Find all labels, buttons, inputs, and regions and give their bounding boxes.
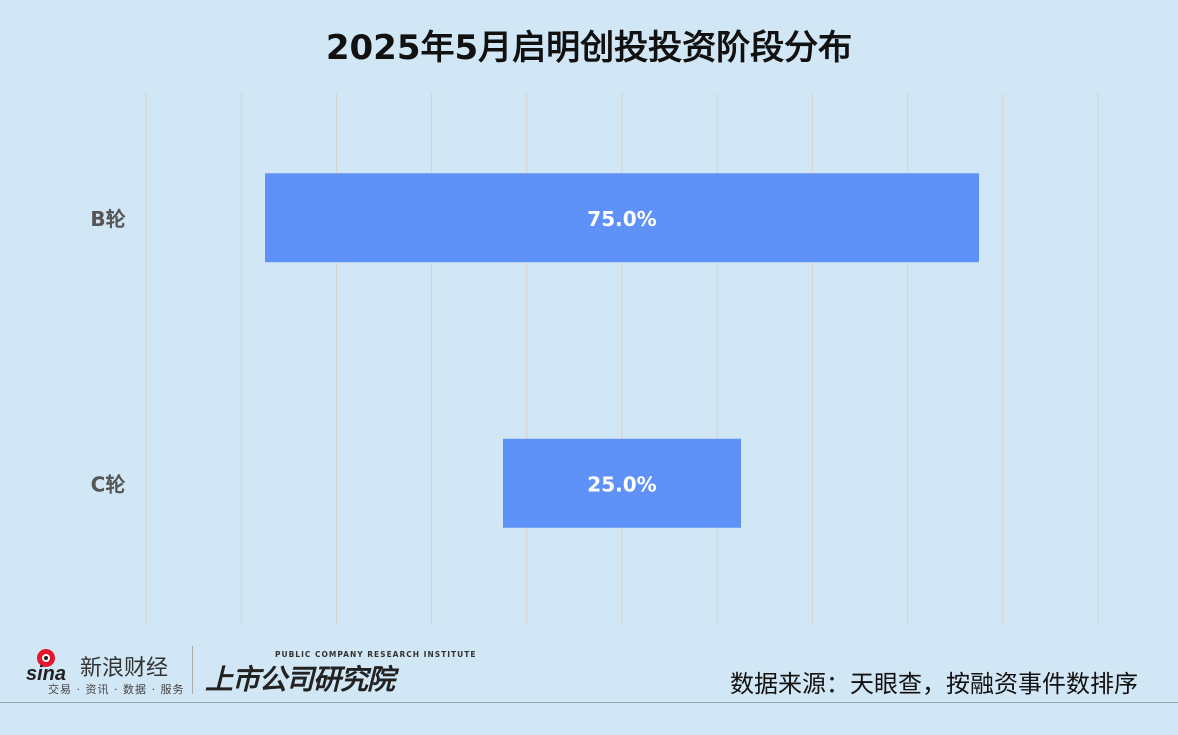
logo-separator xyxy=(192,646,193,694)
sina-tagline: 交易 · 资讯 · 数据 · 服务 xyxy=(48,683,185,696)
sina-finance-name: 新浪财经 xyxy=(80,656,169,681)
institute-english-name: PUBLIC COMPANY RESEARCH INSTITUTE xyxy=(275,650,477,659)
data-label: 25.0% xyxy=(587,472,656,496)
svg-text:sina: sina xyxy=(26,663,66,685)
footer-divider xyxy=(0,702,1178,703)
data-label: 75.0% xyxy=(587,207,656,231)
sina-logo: sina xyxy=(26,649,66,685)
bar xyxy=(503,438,741,528)
data-source-note: 数据来源：天眼查，按融资事件数排序 xyxy=(730,670,1138,698)
bar xyxy=(265,173,979,263)
institute-logo: 上市公司研究院 xyxy=(205,663,395,696)
category-label: C轮 xyxy=(91,472,126,496)
category-label: B轮 xyxy=(90,207,125,231)
bar-chart: 75.0% B轮 25.0% C轮 xyxy=(90,93,1099,624)
chart-title: 2025年5月启明创投投资阶段分布 xyxy=(325,28,853,68)
